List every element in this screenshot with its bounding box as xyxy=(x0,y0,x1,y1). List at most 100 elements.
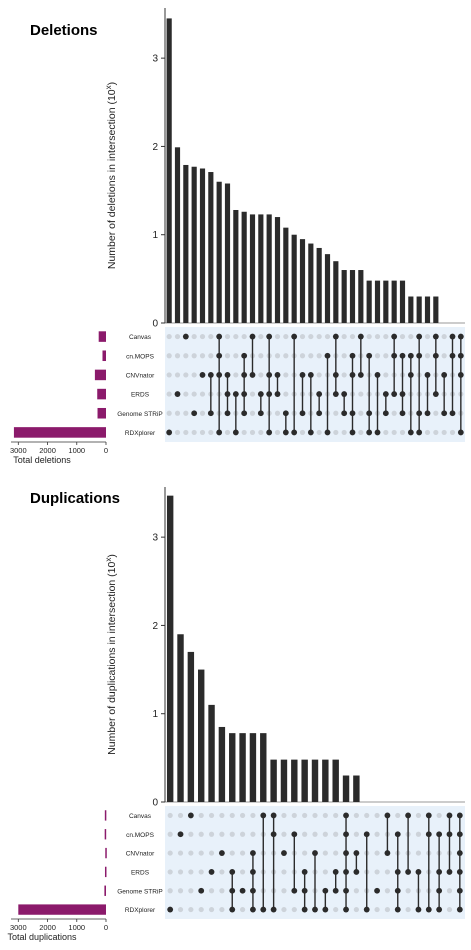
matrix-dot-filled xyxy=(332,391,339,397)
matrix-dot-filled xyxy=(394,831,401,838)
intersection-bar xyxy=(291,759,298,802)
matrix-dot-filled xyxy=(374,372,381,378)
matrix-dot-empty xyxy=(333,906,339,913)
matrix-dot-filled xyxy=(394,887,401,894)
matrix-dot-empty xyxy=(239,869,246,875)
matrix-dot-empty xyxy=(374,869,380,875)
matrix-dot-empty xyxy=(274,429,281,436)
matrix-dot-empty xyxy=(239,812,246,819)
matrix-dot-empty xyxy=(353,906,359,913)
matrix-background xyxy=(165,327,465,442)
matrix-dot-empty xyxy=(366,333,372,340)
matrix-dot-filled xyxy=(324,352,331,359)
matrix-dot-empty xyxy=(199,391,206,397)
matrix-dot-filled xyxy=(349,352,356,359)
matrix-dot-filled xyxy=(424,410,431,417)
matrix-dot-empty xyxy=(374,353,381,359)
matrix-dot-empty xyxy=(219,869,225,875)
matrix-dot-filled xyxy=(266,372,273,378)
matrix-dot-empty xyxy=(308,353,314,359)
intersection-bar xyxy=(183,164,189,323)
matrix-dot-filled xyxy=(456,906,463,913)
matrix-dot-empty xyxy=(224,333,231,340)
matrix-dot-empty xyxy=(358,429,364,436)
intersection-bar xyxy=(299,239,306,323)
matrix-dot-filled xyxy=(216,372,223,378)
matrix-dot-empty xyxy=(316,333,322,340)
matrix-dot-empty xyxy=(302,812,308,819)
intersection-bar xyxy=(311,759,319,802)
set-label: Genome STRiP xyxy=(117,888,163,895)
y-tick-label: 3 xyxy=(152,54,158,65)
set-size-bar xyxy=(104,866,107,878)
matrix-dot-empty xyxy=(446,906,453,913)
matrix-dot-filled xyxy=(232,391,239,397)
duplications-title: Duplications xyxy=(30,490,121,507)
set-label: ERDS xyxy=(131,392,150,399)
set-size-bar xyxy=(104,829,107,840)
matrix-dot-filled xyxy=(187,812,194,819)
intersection-bar xyxy=(316,247,322,323)
matrix-dot-empty xyxy=(333,410,339,416)
intersection-bar xyxy=(166,495,174,802)
intersection-bar xyxy=(260,733,267,802)
set-size-bar xyxy=(97,388,106,400)
matrix-dot-empty xyxy=(316,429,322,436)
intersection-bar xyxy=(241,211,247,323)
set-size-bar xyxy=(98,331,106,342)
set-label: cn.MOPS xyxy=(126,832,154,839)
matrix-dot-filled xyxy=(241,372,248,378)
matrix-dot-filled xyxy=(416,410,423,417)
matrix-dot-filled xyxy=(415,869,422,875)
matrix-dot-empty xyxy=(374,812,380,819)
matrix-dot-empty xyxy=(299,333,306,340)
matrix-dot-filled xyxy=(166,429,173,436)
matrix-dot-filled xyxy=(332,869,339,875)
matrix-dot-empty xyxy=(299,353,306,359)
matrix-dot-empty xyxy=(258,333,264,340)
matrix-dot-filled xyxy=(229,906,236,913)
matrix-dot-empty xyxy=(341,333,347,340)
set-size-bar xyxy=(104,810,107,821)
matrix-dot-empty xyxy=(383,353,389,359)
intersection-bar xyxy=(416,296,422,323)
matrix-dot-empty xyxy=(446,888,453,894)
matrix-dot-filled xyxy=(250,906,256,913)
set-label: Genome STRiP xyxy=(117,411,163,418)
intersection-bar xyxy=(374,280,381,323)
intersection-bar xyxy=(399,280,406,323)
matrix-dot-filled xyxy=(239,887,246,894)
y-tick-label: 2 xyxy=(152,142,158,153)
intersection-bar xyxy=(177,634,184,802)
set-size-tick-label: 1000 xyxy=(68,923,85,932)
matrix-dot-filled xyxy=(432,352,439,359)
matrix-dot-empty xyxy=(258,372,264,378)
matrix-dot-filled xyxy=(456,887,463,894)
y-axis-label: Number of deletions in intersection (10x… xyxy=(104,82,118,269)
matrix-dot-empty xyxy=(258,353,264,359)
y-tick-label: 0 xyxy=(152,319,158,330)
matrix-dot-empty xyxy=(198,831,204,837)
set-label: CNVnator xyxy=(126,372,155,379)
matrix-dot-empty xyxy=(191,333,197,340)
matrix-dot-filled xyxy=(432,333,439,340)
y-tick-label: 0 xyxy=(152,798,158,809)
matrix-dot-filled xyxy=(432,391,439,397)
set-size-axis-label: Total deletions xyxy=(13,455,71,465)
matrix-dot-empty xyxy=(199,410,206,416)
matrix-dot-empty xyxy=(167,812,173,819)
matrix-dot-empty xyxy=(177,850,184,856)
matrix-dot-empty xyxy=(395,812,401,819)
set-size-tick-label: 3000 xyxy=(10,923,27,932)
matrix-dot-filled xyxy=(456,869,463,875)
intersection-bar xyxy=(270,759,277,802)
matrix-dot-filled xyxy=(405,869,412,875)
matrix-dot-filled xyxy=(456,850,463,856)
matrix-dot-filled xyxy=(391,391,398,397)
matrix-dot-filled xyxy=(291,887,298,894)
matrix-dot-empty xyxy=(333,429,339,436)
matrix-dot-filled xyxy=(374,429,381,436)
intersection-bar xyxy=(174,147,181,323)
matrix-dot-empty xyxy=(341,353,347,359)
matrix-dot-filled xyxy=(198,887,205,894)
